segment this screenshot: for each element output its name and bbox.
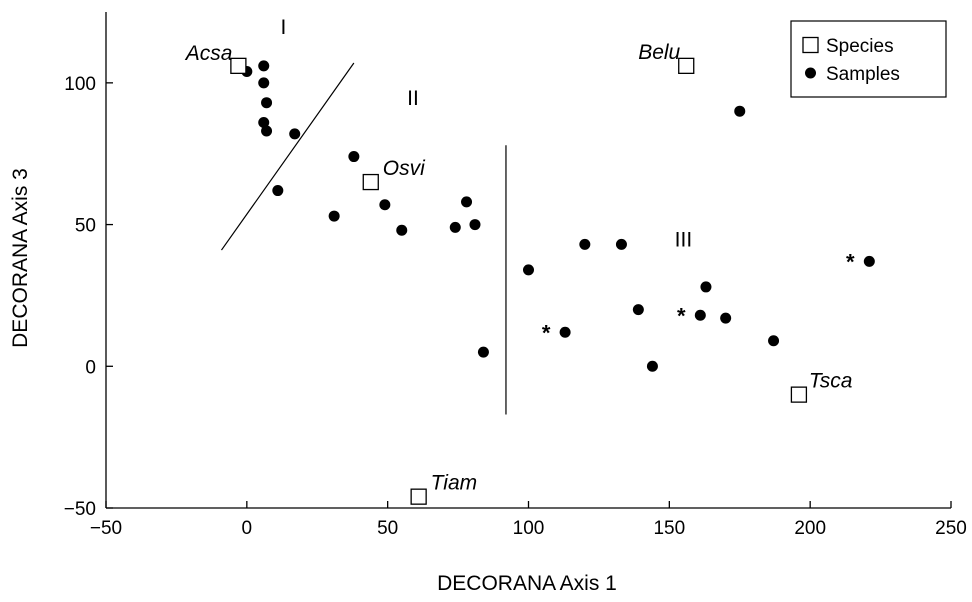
y-tick-label: 0 — [85, 357, 96, 378]
y-axis-title: DECORANA Axis 3 — [9, 168, 32, 348]
species-point — [230, 57, 247, 75]
legend-box — [790, 20, 947, 98]
sample-point — [328, 210, 340, 222]
x-tick-label: 100 — [513, 518, 545, 539]
legend: Species Samples — [790, 20, 947, 98]
species-label: Belu — [638, 41, 680, 64]
sample-point — [396, 224, 408, 236]
sample-point — [272, 185, 284, 197]
legend-label: Species — [826, 36, 894, 57]
sample-point — [734, 105, 746, 117]
species-label: Tiam — [431, 472, 477, 495]
sample-point — [261, 97, 273, 109]
sample-points: * * * — [241, 60, 875, 372]
x-tick-label: −50 — [90, 518, 122, 539]
group-label: I — [281, 16, 287, 39]
sample-point — [258, 77, 270, 89]
species-point — [678, 57, 695, 75]
group-divider-line — [220, 62, 355, 251]
y-tick-label: −50 — [64, 499, 96, 520]
legend-species-marker — [802, 36, 819, 54]
sample-asterisk: * — [846, 249, 855, 274]
sample-point — [461, 196, 473, 208]
axes: −50 0 50 100 150 200 250 −50 0 50 100 — [64, 12, 967, 539]
x-tick-label: 150 — [653, 518, 685, 539]
legend-label: Samples — [826, 64, 900, 85]
sample-point — [559, 326, 571, 338]
sample-point — [700, 281, 712, 293]
sample-point — [720, 312, 732, 324]
sample-point — [449, 221, 461, 233]
x-tick-label: 200 — [794, 518, 826, 539]
species-label: Acsa — [184, 42, 233, 65]
sample-asterisk: * — [542, 320, 551, 345]
sample-point — [694, 309, 706, 321]
group-label: II — [407, 87, 419, 110]
y-tick-label: 50 — [75, 216, 96, 237]
x-tick-label: 50 — [377, 518, 398, 539]
sample-point — [523, 264, 534, 276]
x-tick-label: 250 — [935, 518, 967, 539]
species-label: Tsca — [809, 370, 853, 393]
group-label: III — [675, 229, 693, 252]
sample-point — [646, 360, 658, 372]
species-point — [410, 488, 427, 505]
species-points: Acsa Osvi Belu Tsca Tiam — [184, 41, 853, 505]
sample-point — [477, 346, 489, 358]
sample-point — [863, 255, 875, 267]
sample-point — [632, 304, 644, 316]
sample-point — [379, 199, 391, 211]
species-point — [362, 173, 379, 191]
sample-point — [768, 335, 780, 347]
sample-point — [289, 128, 301, 140]
group-divider-lines — [220, 62, 507, 415]
species-label: Osvi — [383, 157, 426, 180]
x-tick-label: 0 — [242, 518, 253, 539]
legend-samples-marker — [805, 67, 816, 79]
sample-asterisk: * — [677, 303, 686, 328]
sample-point — [348, 151, 360, 163]
species-point — [790, 386, 808, 403]
sample-point — [258, 60, 270, 72]
sample-point — [258, 117, 270, 129]
y-tick-label: 100 — [64, 74, 96, 95]
x-axis-title: DECORANA Axis 1 — [437, 572, 617, 595]
sample-point — [469, 219, 481, 231]
sample-point — [261, 125, 273, 137]
sample-point — [615, 238, 627, 250]
sample-point — [579, 238, 591, 250]
